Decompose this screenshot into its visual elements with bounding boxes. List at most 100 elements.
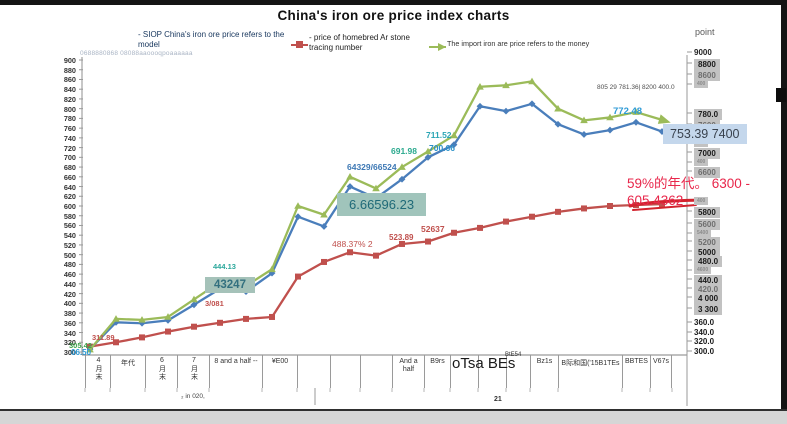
data-label-71152: 711.52 — [426, 130, 452, 140]
data-label-blue-start: 06.50 — [71, 348, 92, 357]
left-axis-tick-label: 840 — [63, 85, 76, 95]
left-axis-tick-label: 380 — [63, 309, 76, 319]
data-label-52637: 52637 — [421, 224, 445, 234]
right-axis-value: 5000 — [694, 247, 720, 258]
left-axis-tick-label: 800 — [63, 104, 76, 114]
left-axis-tick-label: 700 — [63, 153, 76, 163]
left-axis-tick-label: 520 — [63, 240, 76, 250]
left-axis-tick-label: 440 — [63, 279, 76, 289]
right-axis-value: 9000 — [694, 48, 712, 57]
window-bottom-bar — [0, 409, 787, 424]
left-axis-tick-label: 500 — [63, 250, 76, 260]
right-axis-value: 4 000 — [694, 293, 723, 304]
x-axis-label: V67s — [650, 355, 672, 388]
x-axis-label: 4月末 — [85, 355, 110, 388]
right-axis-value: 400 — [694, 158, 709, 166]
x-axis-label: 8 and a half -- — [209, 355, 262, 388]
right-axis-value: 5600 — [694, 219, 720, 230]
left-axis-tick-label: 740 — [63, 133, 76, 143]
data-label-805: 805 29 781.36| 8200 400.0 — [597, 84, 675, 91]
left-axis-tick-label: 660 — [63, 172, 76, 182]
data-label-red-start: 311.89 — [92, 333, 115, 342]
red-series-legend-marker-icon — [291, 41, 308, 48]
data-label-70066: 700.66 — [429, 143, 455, 153]
x-axis-label: 7月末 — [177, 355, 209, 388]
right-axis-value: 300.0 — [694, 347, 715, 356]
data-label-3081: 3/081 — [205, 299, 224, 308]
x-axis-label — [450, 355, 478, 388]
right-axis-value: 420.0 — [694, 284, 723, 295]
right-axis-value: 780.0 — [694, 109, 723, 120]
right-axis-value: 6600 — [694, 167, 720, 178]
x-axis-secondary-label-21: 21 — [494, 396, 502, 403]
window-top-border — [0, 0, 787, 5]
left-axis-tick-label: 640 — [63, 182, 76, 192]
x-axis-big-label-otsa: oTsa BEs — [452, 355, 516, 372]
left-axis-tick-label: 300 — [63, 348, 76, 357]
left-axis-tick-label: 320 — [63, 338, 76, 348]
highlight-box-43247: 43247 — [205, 277, 255, 293]
right-axis-value: 360.0 — [694, 318, 715, 327]
right-axis-value: 400 — [694, 80, 709, 88]
left-axis-tick-label: 620 — [63, 192, 76, 202]
right-axis-value: 5200 — [694, 237, 720, 248]
right-axis-value: 320.0 — [694, 337, 715, 346]
right-axis-value: 3 300 — [694, 304, 723, 315]
data-label-69198: 691.98 — [391, 146, 417, 156]
x-axis-label: ¥E00 — [262, 355, 297, 388]
footnote-in020: ₂ in 020, — [181, 393, 205, 400]
left-axis-tick-label: 460 — [63, 270, 76, 280]
right-axis-value: 5800 — [694, 207, 720, 218]
scrollbar-thumb[interactable] — [776, 88, 786, 102]
right-axis-unit-label: point — [695, 27, 715, 37]
green-series-legend-marker-icon — [429, 43, 446, 51]
right-axis-value: 8600 — [694, 70, 720, 81]
x-axis-label — [297, 355, 330, 388]
legend-item-import-price: The import iron are price refers to the … — [447, 39, 590, 48]
left-axis-tick-label: 340 — [63, 328, 76, 338]
right-axis-value: 480.0 — [694, 256, 723, 267]
left-axis-tick-label: 880 — [63, 65, 76, 75]
x-axis-label: B际和国('15B1TEs — [558, 355, 622, 388]
red-annotation-line1: 59%的年代。 6300 - — [627, 176, 751, 191]
chart-title: China's iron ore price index charts — [277, 8, 510, 23]
right-axis-value: 5400 — [694, 229, 712, 237]
left-axis-tick-label: 720 — [63, 143, 76, 153]
window-right-border — [781, 0, 787, 409]
right-axis-value: 440.0 — [694, 275, 723, 286]
left-axis-tick-label: 680 — [63, 163, 76, 173]
left-axis-tick-label: 820 — [63, 94, 76, 104]
x-axis-label: B9rs — [424, 355, 450, 388]
right-axis-value: 8800 — [694, 59, 720, 70]
x-axis-label: And a half — [392, 355, 424, 388]
x-axis-label: 6月末 — [145, 355, 177, 388]
right-axis-value: 340.0 — [694, 328, 715, 337]
left-axis-tick-label: 480 — [63, 260, 76, 270]
left-axis-tick-label: 900 — [63, 56, 76, 65]
x-axis-label — [330, 355, 360, 388]
left-axis-tick-label: 540 — [63, 231, 76, 241]
highlight-box-666596: 6.66596.23 — [337, 193, 427, 216]
left-axis-tick-label: 360 — [63, 318, 76, 328]
x-axis-label: Bz1s — [530, 355, 558, 388]
left-axis-tick-label: 860 — [63, 75, 76, 85]
data-label-64329: 64329/66524 — [347, 162, 397, 172]
left-axis-tick-label: 420 — [63, 289, 76, 299]
legend-item-siop-index: - SIOP China's iron ore price refers to … — [138, 30, 285, 49]
garbled-text: 0688880868 08088aaoooqpoaaaaaa — [80, 50, 193, 57]
x-axis-label — [360, 355, 392, 388]
right-axis-value: 4600 — [694, 266, 712, 274]
left-axis-tick-label: 560 — [63, 221, 76, 231]
right-axis-value: 400 — [694, 197, 709, 205]
x-axis-small-label-bte54: BtE54 — [505, 352, 522, 358]
right-axis-value: 7000 — [694, 148, 720, 159]
data-label-52389: 523.89 — [389, 233, 414, 242]
left-axis-tick-label: 400 — [63, 299, 76, 309]
legend-item-homebred-price: - price of homebred Ar stone tracing num… — [309, 33, 410, 52]
left-axis-tick-label: 760 — [63, 124, 76, 134]
x-axis-label: BBTES — [622, 355, 650, 388]
x-axis-label: 年代 — [110, 355, 145, 388]
highlight-box-75339: 753.39 7400 — [663, 124, 747, 144]
